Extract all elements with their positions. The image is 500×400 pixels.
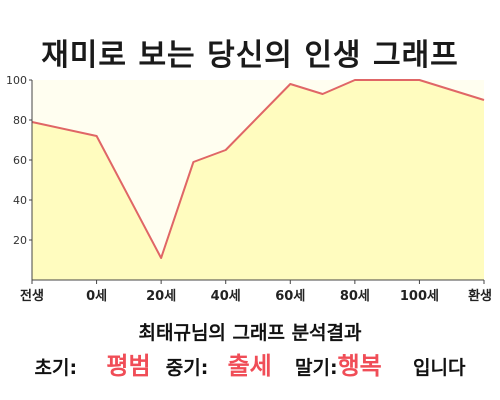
result-suffix: 입니다 [413,357,466,379]
y-tick-label: 40 [13,194,27,207]
x-tick-label: 80세 [340,289,370,304]
x-tick-label: 환생 [468,288,492,304]
x-tick-label: 40세 [211,289,241,304]
y-tick-label: 60 [13,154,27,167]
early-value: 평범 [106,352,151,380]
x-tick-label: 20세 [146,289,176,304]
series-area-fill [32,80,484,280]
late-value: 행복 [337,352,382,380]
life-graph-chart: 20 40 60 80 100 전생 0세 20세 40세 60세 80세 100세 환생 [6,74,492,304]
x-tick-label: 60세 [275,289,305,304]
early-label: 초기: [34,357,78,379]
x-tick-label: 0세 [86,289,107,304]
y-tick-label: 80 [13,114,27,127]
middle-label: 중기: [165,357,209,379]
series-line [31,79,485,259]
result-summary: 초기: 평범 중기: 출세 말기:행복 입니다 [0,346,500,381]
result-title: 최태규님의 그래프 분석결과 [138,322,362,344]
y-tick-label: 20 [13,234,27,247]
x-tick-label: 100세 [400,289,439,304]
y-tick-label: 100 [6,74,27,87]
middle-value: 출세 [227,352,272,380]
x-tick-label: 전생 [20,288,44,304]
chart-title: 재미로 보는 당신의 인생 그래프 [41,38,459,73]
late-label: 말기: [295,357,338,379]
